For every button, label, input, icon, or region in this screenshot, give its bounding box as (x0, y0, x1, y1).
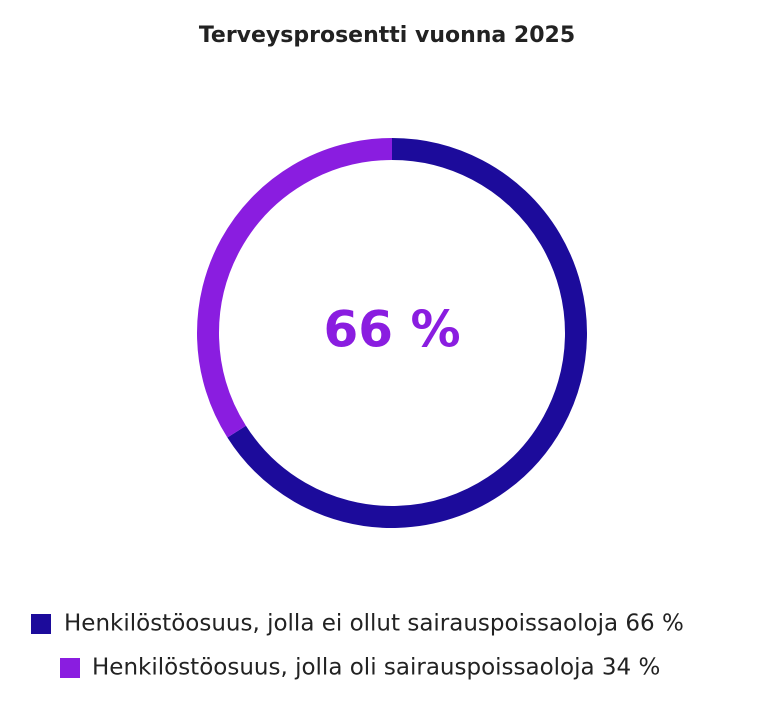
legend-swatch (31, 614, 51, 634)
legend-swatch (60, 658, 80, 678)
donut-segment (227, 138, 587, 528)
chart-title: Terveysprosentti vuonna 2025 (199, 23, 575, 48)
donut-segment (197, 138, 393, 438)
center-label: 66 % (323, 301, 460, 359)
legend-label: Henkilöstöosuus, jolla ei ollut sairausp… (64, 611, 684, 637)
legend-label: Henkilöstöosuus, jolla oli sairauspoissa… (92, 655, 660, 681)
